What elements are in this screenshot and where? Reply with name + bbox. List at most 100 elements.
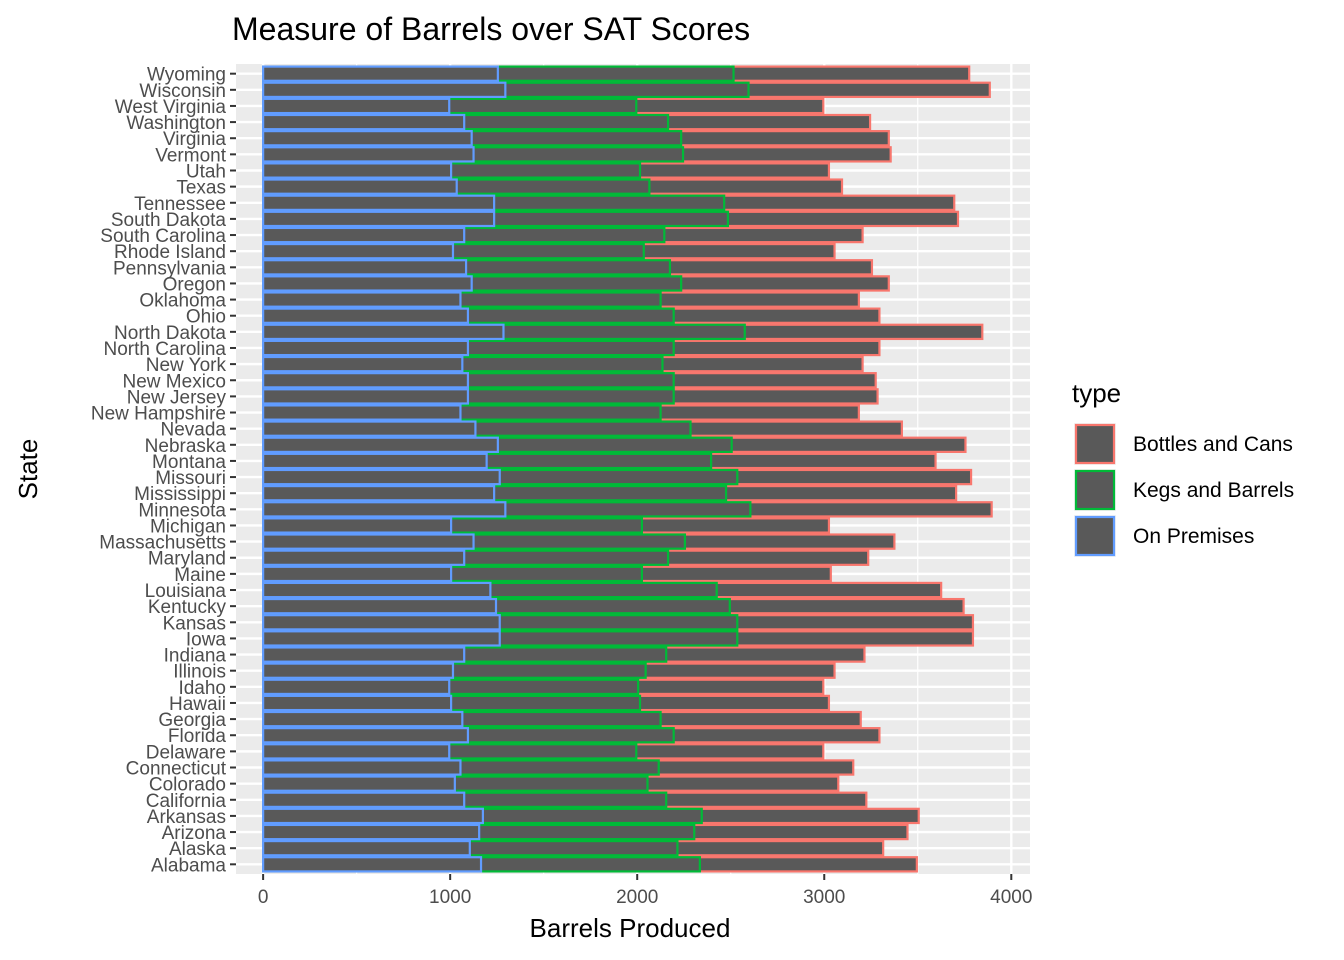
x-tick-label: 4000 <box>990 887 1032 908</box>
bar-on-premises <box>262 275 473 292</box>
bar-on-premises <box>262 65 499 82</box>
y-tick-label: Vermont <box>155 145 226 166</box>
bar-on-premises <box>262 791 466 808</box>
bar-on-premises <box>262 807 484 825</box>
y-tick-label: Nebraska <box>145 436 227 457</box>
bar-on-premises <box>262 404 462 421</box>
bar-on-premises <box>262 130 473 147</box>
x-axis-title: Barrels Produced <box>530 913 731 943</box>
y-tick-label: Wyoming <box>147 65 226 86</box>
x-tick-label: 0 <box>258 887 269 908</box>
y-tick-label: California <box>146 791 227 812</box>
bar-on-premises <box>262 517 453 534</box>
bar-on-premises <box>262 727 470 744</box>
bar-on-premises <box>262 775 456 792</box>
bar-on-premises <box>262 678 451 696</box>
y-tick-label: Wisconsin <box>139 81 226 102</box>
y-tick-label: Alabama <box>151 855 226 876</box>
y-tick-label: South Carolina <box>100 226 226 247</box>
y-tick-label: Connecticut <box>126 759 227 780</box>
y-tick-label: North Dakota <box>114 323 226 344</box>
y-tick-label: Alaska <box>169 839 226 860</box>
bar-on-premises <box>262 178 458 195</box>
bar-on-premises <box>262 162 453 179</box>
bar-on-premises <box>262 226 466 244</box>
y-tick-label: Georgia <box>158 710 226 731</box>
y-tick-label: North Carolina <box>104 339 227 360</box>
x-tick-label: 3000 <box>803 887 845 908</box>
y-tick-label: New Mexico <box>123 371 226 392</box>
bar-on-premises <box>262 420 477 437</box>
bar-on-premises <box>262 485 496 502</box>
bar-on-premises <box>262 388 470 405</box>
y-tick-label: Oklahoma <box>139 291 226 312</box>
bar-on-premises <box>262 146 475 163</box>
y-tick-label: Minnesota <box>138 500 226 521</box>
legend-label-on-premises: On Premises <box>1133 525 1254 548</box>
y-axis: AlabamaAlaskaArizonaArkansasCaliforniaCo… <box>91 65 236 876</box>
bar-on-premises <box>262 597 498 615</box>
y-tick-label: Rhode Island <box>114 242 226 263</box>
x-axis: 0 1000 2000 3000 4000 <box>258 874 1032 908</box>
bar-on-premises <box>262 97 451 115</box>
y-axis-title: State <box>13 439 43 500</box>
bar-on-premises <box>262 372 470 389</box>
bars <box>262 65 993 873</box>
bar-on-premises <box>262 646 466 663</box>
bar-on-premises <box>262 259 468 276</box>
legend-title: type <box>1072 378 1121 408</box>
y-tick-label: Nevada <box>161 420 227 441</box>
y-tick-label: Florida <box>168 726 227 747</box>
x-tick-label: 2000 <box>616 887 658 908</box>
bar-on-premises <box>262 468 501 486</box>
y-tick-label: Colorado <box>149 775 226 796</box>
y-tick-label: Mississippi <box>134 484 226 505</box>
bar-on-premises <box>262 565 453 583</box>
legend-label-bottles-and-cans: Bottles and Cans <box>1133 433 1293 456</box>
legend-key-bottles-and-cans <box>1074 423 1116 465</box>
legend-key-on-premises <box>1074 515 1116 557</box>
y-tick-label: Ohio <box>186 307 226 328</box>
bar-on-premises <box>262 113 466 131</box>
y-tick-label: Hawaii <box>169 694 226 715</box>
legend: type Bottles and Cans Kegs and Barrels On … <box>1072 378 1294 557</box>
y-tick-label: Pennsylvania <box>113 258 226 279</box>
y-tick-label: Louisiana <box>145 581 227 602</box>
y-tick-label: South Dakota <box>111 210 227 231</box>
bar-on-premises <box>262 759 462 776</box>
bar-on-premises <box>262 291 462 308</box>
legend-label-kegs-and-barrels: Kegs and Barrels <box>1133 479 1294 502</box>
y-tick-label: Tennessee <box>134 194 226 215</box>
bar-on-premises <box>262 823 481 841</box>
bar-on-premises <box>262 452 488 470</box>
y-tick-label: Massachusetts <box>99 533 226 554</box>
y-tick-label: Kansas <box>163 613 226 634</box>
bar-on-premises <box>262 662 455 679</box>
bar-on-premises <box>262 323 505 341</box>
bar-on-premises <box>262 743 451 760</box>
y-tick-label: Virginia <box>163 129 226 150</box>
bar-on-premises <box>262 839 471 857</box>
bar-on-premises <box>262 242 455 260</box>
y-tick-label: Delaware <box>146 742 226 763</box>
bar-on-premises <box>262 355 464 373</box>
y-tick-label: Maryland <box>148 549 226 570</box>
y-tick-label: Washington <box>126 113 226 134</box>
y-tick-label: Illinois <box>173 662 226 683</box>
bar-on-premises <box>262 710 464 728</box>
bar-on-premises <box>262 856 483 873</box>
bar-on-premises <box>262 194 496 211</box>
y-tick-label: Arizona <box>162 823 227 844</box>
y-tick-label: Iowa <box>186 629 227 650</box>
bar-on-premises <box>262 614 501 631</box>
y-tick-label: Missouri <box>155 468 226 489</box>
bar-on-premises <box>262 630 501 647</box>
bar-on-premises <box>262 339 470 357</box>
y-tick-label: Michigan <box>150 516 226 537</box>
chart-title: Measure of Barrels over SAT Scores <box>232 11 750 47</box>
y-tick-label: Montana <box>152 452 226 473</box>
y-tick-label: Texas <box>176 178 226 199</box>
y-tick-label: Idaho <box>178 678 226 699</box>
y-tick-label: New Hampshire <box>91 404 226 425</box>
